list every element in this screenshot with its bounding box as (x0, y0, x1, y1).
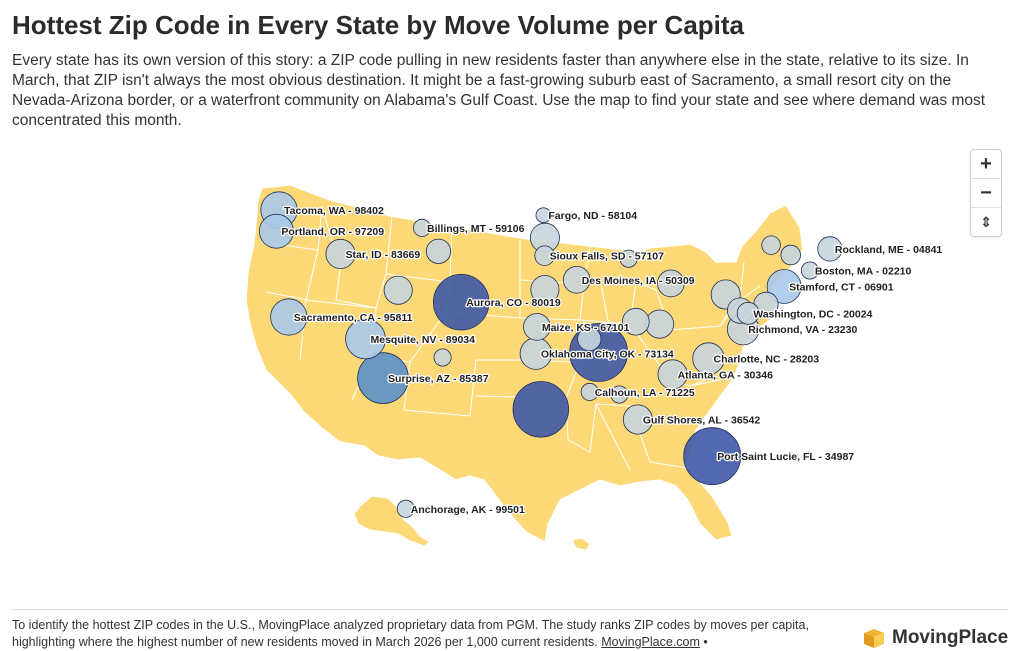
zip-bubble[interactable] (621, 307, 650, 336)
zip-bubble[interactable] (800, 261, 819, 280)
zip-bubble[interactable] (766, 269, 802, 304)
zip-bubble[interactable] (412, 218, 431, 237)
zip-label: Boston, MA - 02210 (815, 266, 912, 278)
zip-bubble[interactable] (433, 274, 490, 331)
zip-label: Sacramento, CA - 95811 (294, 312, 413, 324)
zip-bubble[interactable] (619, 249, 638, 268)
zip-bubble[interactable] (657, 269, 685, 298)
brand-logo[interactable]: MovingPlace (862, 627, 1008, 649)
zip-label: Surprise, AZ - 85387 (388, 373, 489, 385)
zip-label: Fargo, ND - 58104 (548, 210, 637, 222)
brand-name: MovingPlace (892, 627, 1009, 648)
zip-bubble[interactable] (622, 404, 653, 435)
zoom-in-button[interactable]: + (971, 150, 1001, 179)
zip-bubble[interactable] (534, 245, 555, 266)
hawaii-shape (571, 537, 591, 551)
zip-bubble[interactable] (683, 427, 742, 486)
zoom-out-button[interactable]: − (971, 179, 1001, 208)
map-description: Every state has its own version of this … (12, 52, 986, 129)
box-icon (864, 629, 884, 648)
zip-bubble[interactable] (577, 326, 602, 352)
zip-label: Tacoma, WA - 98402 (284, 205, 384, 217)
zip-label: Rockland, ME - 04841 (835, 244, 943, 256)
zip-bubble[interactable] (580, 382, 599, 401)
zip-bubble[interactable] (357, 352, 409, 404)
methodology-note: To identify the hottest ZIP codes in the… (12, 617, 852, 651)
zip-label: Charlotte, NC - 28203 (714, 354, 820, 366)
zip-bubble[interactable] (780, 244, 801, 266)
zip-label: Maize, KS - 67101 (542, 322, 630, 334)
zip-bubble[interactable] (817, 236, 843, 262)
alaska-shape (353, 495, 432, 547)
zip-bubble[interactable] (425, 238, 452, 264)
source-link[interactable]: MovingPlace.com (601, 635, 700, 649)
zip-bubble[interactable] (645, 309, 675, 339)
zip-label: Anchorage, AK - 99501 (411, 504, 525, 516)
footer-divider (12, 609, 1008, 610)
zip-bubble[interactable] (383, 275, 413, 305)
zip-label: Star, ID - 83669 (346, 249, 421, 261)
zip-bubble[interactable] (736, 301, 760, 325)
zip-bubble[interactable] (657, 359, 688, 390)
zip-label: Gulf Shores, AL - 36542 (643, 415, 760, 427)
page-title: Hottest Zip Code in Every State by Move … (12, 10, 744, 40)
zip-label: Des Moines, IA - 50309 (582, 275, 695, 287)
zip-label: Sioux Falls, SD - 57107 (550, 251, 665, 263)
zip-label: Washington, DC - 20024 (753, 308, 872, 320)
footer-separator: • (699, 635, 708, 649)
zip-label: Port Saint Lucie, FL - 34987 (717, 451, 854, 463)
zip-bubbles: Tacoma, WA - 98402 Portland, OR - 97209 St… (258, 191, 944, 518)
zip-label: Richmond, VA - 23230 (748, 324, 857, 336)
zip-bubble[interactable] (433, 348, 452, 367)
zip-label: Oklahoma City, OK - 73134 (541, 349, 674, 361)
zip-bubble[interactable] (692, 342, 725, 375)
zip-bubble[interactable] (396, 499, 415, 518)
zip-label: Stamford, CT - 06901 (789, 282, 894, 294)
zip-bubble[interactable] (761, 235, 781, 255)
zip-bubble[interactable] (530, 275, 560, 305)
reset-view-icon[interactable]: ⇕ (980, 214, 992, 230)
zip-bubble[interactable] (345, 318, 386, 360)
zip-label: Calhoun, LA - 71225 (595, 387, 695, 399)
zip-bubble[interactable] (512, 381, 569, 438)
zip-bubble[interactable] (258, 213, 294, 249)
zip-bubble[interactable] (523, 313, 551, 341)
zip-label: Atlanta, GA - 30346 (678, 369, 773, 381)
zip-bubble[interactable] (535, 207, 552, 224)
zip-label: Portland, OR - 97209 (281, 226, 384, 238)
zip-bubble[interactable] (562, 265, 591, 294)
zip-bubble[interactable] (325, 238, 356, 269)
zip-label: Mesquite, NV - 89034 (371, 334, 476, 346)
zip-bubble[interactable] (610, 385, 629, 404)
zip-bubble[interactable] (270, 298, 308, 336)
methodology-text: To identify the hottest ZIP codes in the… (12, 618, 809, 649)
zip-label: Aurora, CO - 80019 (466, 297, 561, 309)
zip-label: Billings, MT - 59106 (427, 223, 525, 235)
zoom-controls: + − ⇕ (970, 149, 1002, 237)
